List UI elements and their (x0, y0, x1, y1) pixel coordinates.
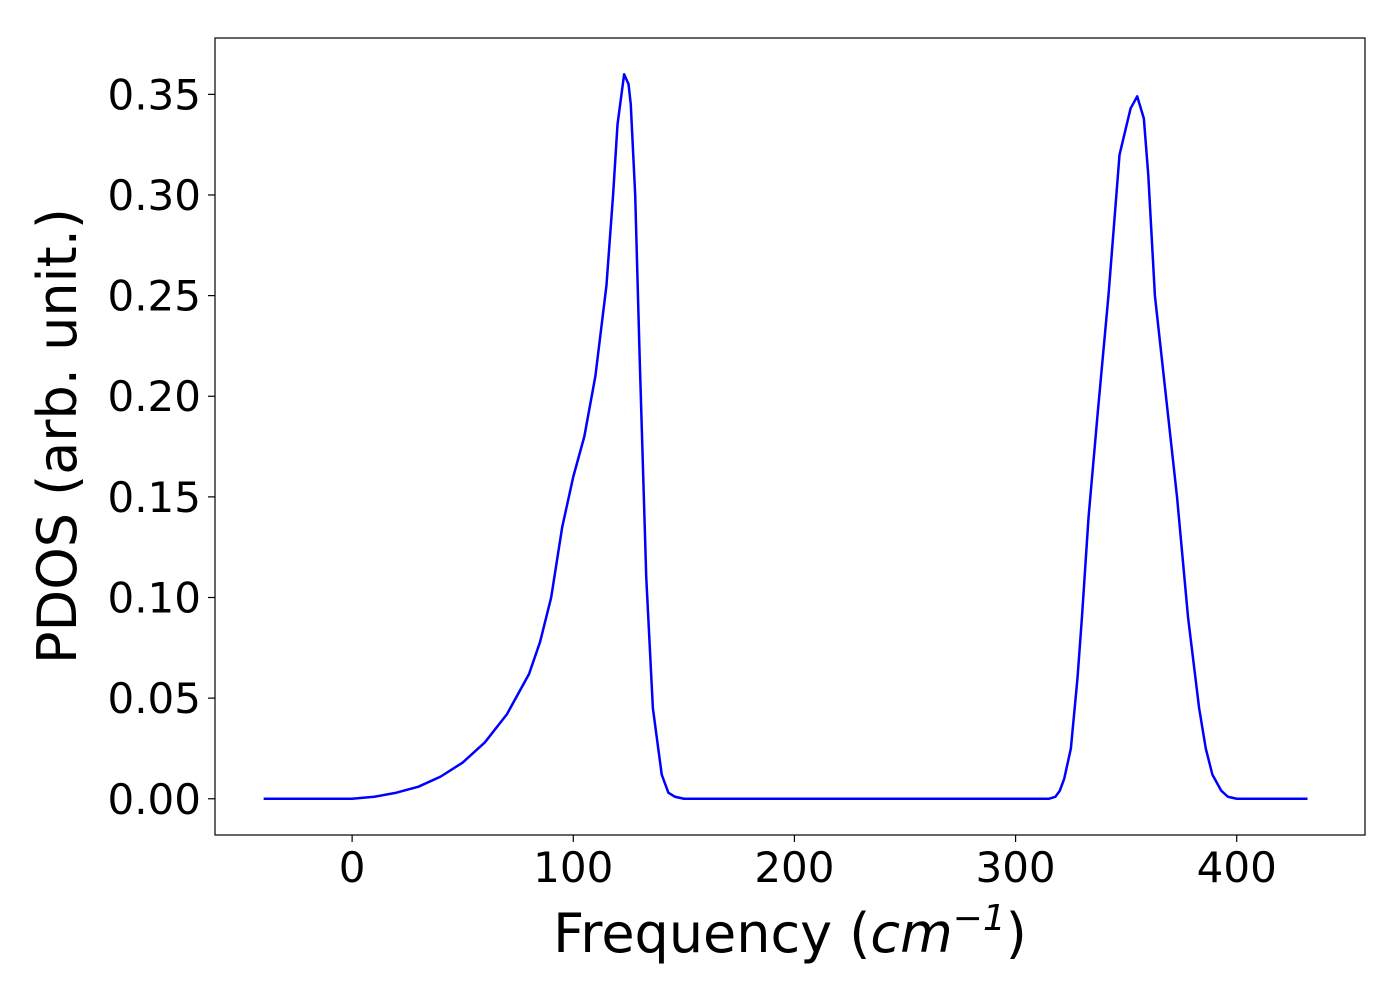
x-tick-label: 400 (1197, 843, 1277, 892)
x-tick-label: 0 (339, 843, 366, 892)
x-axis-label-text: Frequency ( (553, 902, 870, 965)
x-tick-label: 200 (754, 843, 834, 892)
y-tick-label: 0.05 (107, 674, 201, 723)
series-line-0 (263, 72, 1308, 801)
x-tick-label: 100 (533, 843, 613, 892)
x-axis: 0 100 200 300 400 (339, 835, 1277, 892)
x-axis-label-exponent: −1 (953, 898, 1006, 939)
y-axis-label: PDOS (arb. unit.) (26, 208, 89, 664)
plot-frame (214, 37, 1366, 836)
y-tick-label: 0.25 (107, 272, 201, 321)
y-tick-label: 0.10 (107, 574, 201, 623)
plot-background (215, 38, 1365, 835)
y-tick-label: 0.15 (107, 473, 201, 522)
x-axis-label-math: cm (870, 902, 952, 965)
y-tick-label: 0.00 (107, 775, 201, 824)
y-tick-label: 0.30 (107, 171, 201, 220)
x-axis-label: Frequency (cm−1) (553, 898, 1027, 965)
x-axis-label-close: ) (1006, 902, 1027, 965)
y-axis: 0.00 0.05 0.10 0.15 0.20 0.25 0.30 0.35 (107, 70, 215, 824)
x-tick-label: 300 (975, 843, 1055, 892)
y-tick-label: 0.35 (107, 70, 201, 119)
plot-line-layer (263, 72, 1308, 801)
y-tick-label: 0.20 (107, 372, 201, 421)
